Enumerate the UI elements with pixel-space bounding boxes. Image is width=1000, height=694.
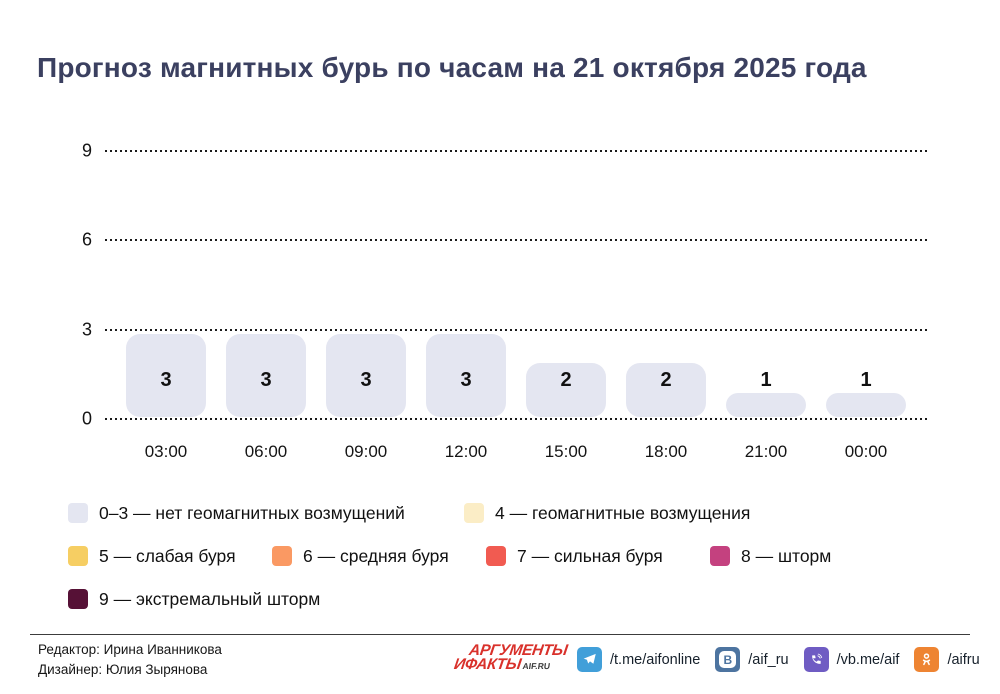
bar-value-label: 3: [260, 369, 272, 391]
x-tick-label: 09:00: [344, 442, 388, 461]
credits: Редактор: Ирина Иванникова Дизайнер: Юли…: [38, 640, 222, 680]
legend-swatch: [272, 546, 292, 566]
viber-icon: [803, 647, 829, 672]
y-tick-label: 6: [81, 229, 92, 250]
telegram-icon: [577, 647, 602, 672]
legend-row: 9 — экстремальный шторм: [68, 588, 320, 610]
logo-line2: ИФАКТЫ: [452, 656, 523, 673]
legend-item: 8 — шторм: [710, 546, 831, 567]
social-link-viber[interactable]: /vb.me/aif: [803, 647, 900, 672]
legend-swatch: [486, 546, 506, 566]
legend-item: 9 — экстремальный шторм: [68, 589, 320, 610]
gridline: [105, 150, 928, 152]
bar-value-label: 3: [160, 369, 172, 391]
legend-item-label: 6 — средняя буря: [303, 545, 449, 566]
legend-swatch: [68, 589, 88, 609]
legend-item: 0–3 — нет геомагнитных возмущений: [68, 503, 464, 524]
legend-item-label: 7 — сильная буря: [517, 545, 663, 566]
gridline: [105, 328, 928, 331]
legend-item-label: 0–3 — нет геомагнитных возмущений: [99, 502, 405, 523]
storm-bar: [226, 333, 306, 417]
legend-item: 4 — геомагнитные возмущения: [464, 503, 750, 524]
x-tick-label: 06:00: [244, 442, 288, 461]
credit-editor: Редактор: Ирина Иванникова: [38, 642, 222, 657]
legend-item-label: 5 — слабая буря: [99, 545, 236, 566]
legend-item: 7 — сильная буря: [486, 546, 710, 567]
storm-bar: [826, 393, 906, 417]
gridline: [105, 418, 928, 420]
x-tick-label: 00:00: [844, 442, 888, 461]
storm-bar: [726, 393, 806, 417]
x-tick-label: 15:00: [544, 442, 588, 461]
social-link-label: /t.me/aifonline: [610, 651, 701, 668]
legend-item-label: 9 — экстремальный шторм: [99, 588, 321, 609]
bar-value-label: 1: [760, 369, 772, 391]
y-tick-label: 3: [81, 319, 92, 340]
aif-logo: АРГУМЕНТЫ ИФАКТЫAIF.RU: [452, 642, 569, 673]
bar-value-label: 2: [660, 369, 672, 391]
social-link-telegram[interactable]: /t.me/aifonline: [577, 647, 700, 672]
x-tick-label: 03:00: [144, 442, 188, 461]
legend-swatch: [464, 503, 484, 523]
footer-divider: [30, 634, 970, 635]
x-tick-label: 18:00: [644, 442, 688, 461]
legend-item: 5 — слабая буря: [68, 546, 272, 567]
legend-swatch: [68, 546, 88, 566]
legend-item-label: 8 — шторм: [741, 545, 832, 566]
social-link-label: /aifru: [947, 651, 980, 668]
ok-icon: [914, 647, 940, 672]
y-tick-label: 9: [81, 140, 92, 161]
x-tick-label: 21:00: [744, 442, 788, 461]
social-link-label: /aif_ru: [748, 651, 789, 668]
social-link-vk[interactable]: В/aif_ru: [715, 647, 789, 672]
legend-swatch: [710, 546, 730, 566]
page-title: Прогноз магнитных бурь по часам на 21 ок…: [37, 52, 867, 83]
bar-value-label: 2: [560, 369, 572, 391]
storm-bar: [626, 363, 706, 417]
storm-bar: [526, 363, 606, 417]
legend-row: 0–3 — нет геомагнитных возмущений 4 — гео…: [68, 502, 750, 524]
social-link-label: /vb.me/aif: [836, 651, 900, 668]
legend-item-label: 4 — геомагнитные возмущения: [495, 502, 751, 523]
legend-item: 6 — средняя буря: [272, 546, 486, 567]
social-link-ok[interactable]: /aifru: [914, 647, 980, 672]
y-tick-label: 0: [81, 408, 92, 429]
credit-designer: Дизайнер: Юлия Зырянова: [38, 662, 208, 677]
plot-area: 3 03:00 3 06:00 3 09:00 3 12:00 2 15:00 2 18:00 1 21:…: [105, 150, 928, 461]
bar-value-label: 1: [860, 369, 872, 391]
vk-icon: В: [715, 647, 741, 672]
storm-bar: [126, 333, 206, 417]
logo-suffix: AIF.RU: [521, 661, 551, 671]
bar-value-label: 3: [460, 369, 472, 391]
bar-value-label: 3: [360, 369, 372, 391]
storm-bar: [426, 333, 506, 417]
legend-row: 5 — слабая буря 6 — средняя буря 7 — сильн…: [68, 545, 831, 567]
y-axis: 0 3 6 9: [60, 141, 100, 429]
social-links: /t.me/aifonline В/aif_ru/vb.me/aif/aifru: [577, 647, 980, 672]
storm-bar: [326, 333, 406, 417]
legend-swatch: [68, 503, 88, 523]
x-tick-label: 12:00: [444, 442, 488, 461]
gridline: [105, 239, 928, 242]
